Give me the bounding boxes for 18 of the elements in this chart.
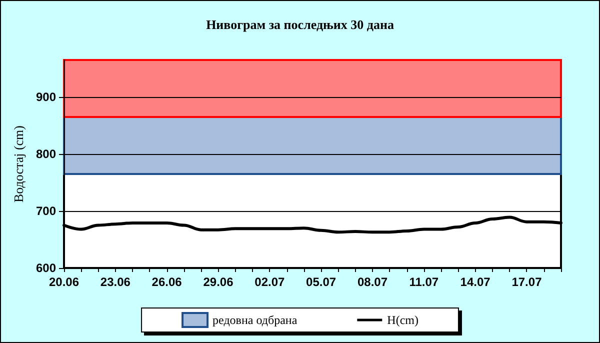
x-tick-label: 11.07 [409, 275, 439, 289]
x-tick-label: 08.07 [357, 275, 388, 289]
x-tick-label: 23.06 [100, 275, 131, 289]
legend-label: редовна одбрана [212, 313, 298, 327]
legend-label: H(cm) [387, 313, 418, 327]
y-tick-label: 600 [36, 261, 56, 275]
y-tick-label: 700 [36, 204, 56, 218]
x-tick-label: 14.07 [460, 275, 491, 289]
x-tick-label: 17.07 [512, 275, 542, 289]
x-tick-label: 02.07 [254, 275, 285, 289]
y-axis-title: Водостај (cm) [11, 125, 26, 203]
chart-title: Нивограм за последњих 30 дана [206, 17, 394, 32]
x-tick-label: 26.06 [152, 275, 182, 289]
y-tick-label: 800 [36, 147, 56, 162]
x-tick-label: 29.06 [203, 275, 234, 289]
y-tick-label: 900 [36, 90, 56, 104]
x-tick-label: 05.07 [306, 275, 336, 289]
x-tick-label: 20.06 [48, 275, 80, 289]
